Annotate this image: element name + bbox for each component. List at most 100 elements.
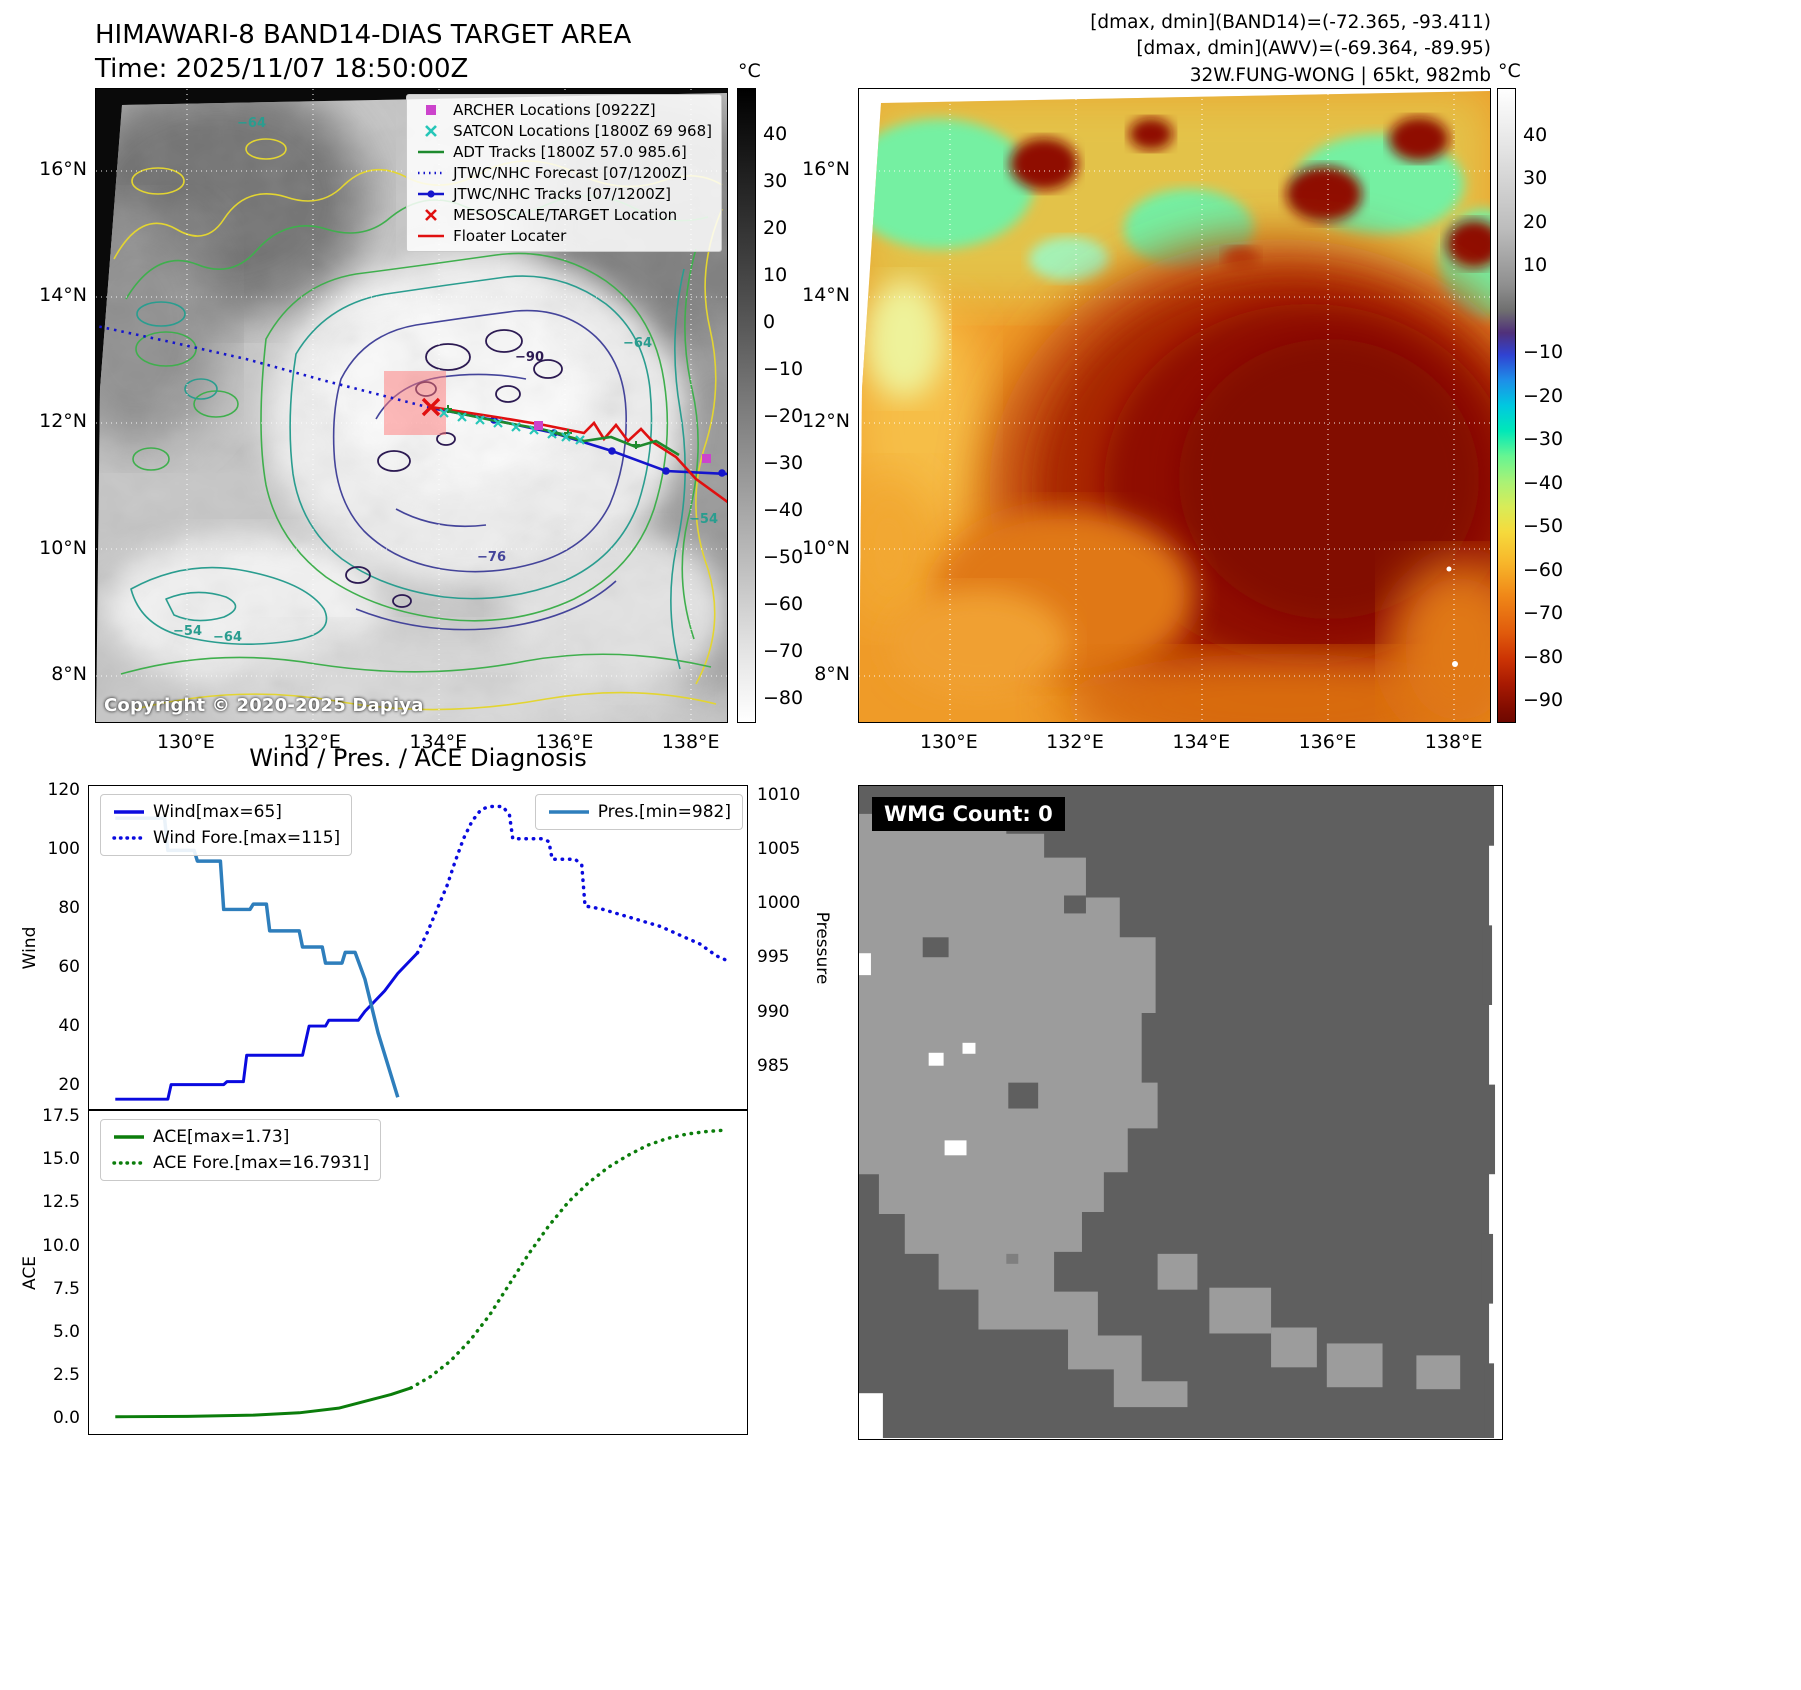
lat-tick-label: 14°N <box>39 284 87 307</box>
legend-item-label: ARCHER Locations [0922Z] <box>453 101 656 119</box>
chart-legend-label: ACE Fore.[max=16.7931] <box>153 1153 370 1173</box>
lon-tick-label: 132°E <box>283 731 341 753</box>
series-wind-max-65- <box>115 951 419 1101</box>
chart-legend-label: Wind Fore.[max=115] <box>153 828 341 848</box>
colorbar-tick-label: −90 <box>1523 689 1564 712</box>
series-ace-max-1-73- <box>115 1386 412 1419</box>
colorbar-tick-label: 40 <box>763 123 788 146</box>
storm-identity: 32W.FUNG-WONG | 65kt, 982mb <box>1189 64 1491 86</box>
y-axis-label-left: Wind <box>20 926 40 969</box>
colorbar-tick-label: −60 <box>1523 558 1564 581</box>
band14-legend: ARCHER Locations [0922Z] SATCON Locations… <box>406 94 722 252</box>
awv-header: [dmax, dmin](BAND14)=(-72.365, -93.411) … <box>900 10 1491 89</box>
contour-value-label: −76 <box>477 550 506 565</box>
y-axis-tick-label: 17.5 <box>42 1105 80 1126</box>
lon-tick-label: 136°E <box>1298 731 1357 753</box>
colorbar-tick-label: 20 <box>763 217 788 240</box>
contour-value-label: −64 <box>623 336 652 351</box>
floater-locater-line <box>430 405 727 504</box>
legend-item-label: SATCON Locations [1800Z 69 968] <box>453 122 712 140</box>
legend-marker-dotted <box>418 171 445 175</box>
contour-value-label: −64 <box>237 116 266 131</box>
y-axis-label-right: Pressure <box>812 911 832 984</box>
y-axis-tick-label: 7.5 <box>52 1278 80 1299</box>
band14-colorbar-unit: °C <box>738 60 761 82</box>
chart-legend-label: Pres.[min=982] <box>597 802 731 822</box>
colorbar-tick-label: −80 <box>763 687 804 710</box>
lon-tick-label: 138°E <box>1424 731 1483 753</box>
legend-line-sample <box>112 836 146 840</box>
colorbar-tick-label: 0 <box>763 311 776 334</box>
legend-item-label: MESOSCALE/TARGET Location <box>453 206 678 224</box>
wmg-grid-image <box>859 786 1501 1438</box>
lat-tick-label: 12°N <box>802 410 850 433</box>
colorbar-tick-label: 40 <box>1523 123 1548 146</box>
colorbar-tick-label: −60 <box>763 593 804 616</box>
band14-map: ARCHER Locations [0922Z] SATCON Locations… <box>95 88 728 723</box>
colorbar-tick-label: −50 <box>763 546 804 569</box>
band14-colorbar <box>737 88 756 723</box>
legend-marker-line <box>418 234 445 238</box>
lon-tick-label: 130°E <box>156 731 215 753</box>
y-axis-tick-label: 990 <box>757 1001 790 1022</box>
colorbar-tick-label: 10 <box>763 264 788 287</box>
chart-legend-item: Pres.[min=982] <box>547 802 731 822</box>
series-wind-fore-max-115- <box>415 804 732 964</box>
y-axis-tick-label: 995 <box>757 947 790 968</box>
y-axis-tick-label: 80 <box>58 898 80 919</box>
mesoscale-target-marker <box>421 397 441 417</box>
colorbar-tick-label: −40 <box>763 499 804 522</box>
chart-legend-item: Wind Fore.[max=115] <box>112 828 340 848</box>
chart-legend-item: ACE[max=1.73] <box>112 1127 369 1147</box>
contour-value-label: −54 <box>173 624 202 639</box>
colorbar-tick-label: −50 <box>1523 515 1564 538</box>
y-axis-tick-label: 15.0 <box>42 1149 80 1170</box>
storm-tracks <box>96 324 727 504</box>
y-axis-tick-label: 5.0 <box>52 1322 80 1342</box>
colorbar-tick-label: 20 <box>1523 210 1548 233</box>
legend-item: JTWC/NHC Forecast [07/1200Z] <box>416 164 712 182</box>
lon-tick-label: 136°E <box>535 731 594 753</box>
legend-item-label: JTWC/NHC Forecast [07/1200Z] <box>453 164 688 182</box>
lon-tick-label: 134°E <box>1172 731 1231 753</box>
chart-legend: ACE[max=1.73] ACE Fore.[max=16.7931] <box>100 1119 382 1181</box>
colorbar-tick-label: −40 <box>1523 471 1564 494</box>
chart-legend-label: Wind[max=65] <box>153 802 282 822</box>
wmg-panel <box>858 785 1503 1440</box>
y-axis-tick-label: 12.5 <box>42 1192 80 1213</box>
colorbar-tick-label: 30 <box>763 170 788 193</box>
dmax-dmin-band14: [dmax, dmin](BAND14)=(-72.365, -93.411) <box>1090 12 1491 33</box>
lat-tick-label: 12°N <box>39 410 87 433</box>
lon-tick-label: 132°E <box>1046 731 1104 753</box>
wmg-cloud-region <box>859 813 1188 1408</box>
colorbar-tick-label: −10 <box>763 358 804 381</box>
legend-item: ARCHER Locations [0922Z] <box>416 101 712 119</box>
y-axis-tick-label: 2.5 <box>52 1365 80 1386</box>
legend-item-label: Floater Locater <box>453 227 567 245</box>
lon-tick-label: 130°E <box>919 731 978 753</box>
y-axis-tick-label: 1010 <box>757 784 801 805</box>
lon-tick-label: 134°E <box>409 731 468 753</box>
diagnosis-chart-title: Wind / Pres. / ACE Diagnosis <box>249 744 587 772</box>
y-axis-tick-label: 10.0 <box>42 1235 80 1256</box>
y-axis-tick-label: 120 <box>47 779 80 800</box>
awv-map <box>858 88 1491 723</box>
lat-tick-label: 16°N <box>802 158 850 181</box>
legend-item: Floater Locater <box>416 227 712 245</box>
legend-item: MESOSCALE/TARGET Location <box>416 206 712 224</box>
lat-tick-label: 8°N <box>814 662 850 685</box>
legend-line-sample <box>548 810 589 814</box>
wind-pressure-chart <box>88 785 748 1110</box>
colorbar-tick-label: −20 <box>1523 384 1564 407</box>
y-axis-tick-label: 0.0 <box>52 1408 80 1429</box>
series-ace-fore-max-16-7931- <box>409 1128 729 1390</box>
archer-markers <box>534 421 711 463</box>
colorbar-tick-label: 10 <box>1523 254 1548 277</box>
legend-item-label: ADT Tracks [1800Z 57.0 985.6] <box>453 143 687 161</box>
colorbar-tick-label: −80 <box>1523 645 1564 668</box>
y-axis-label-left: ACE <box>20 1255 40 1290</box>
y-axis-tick-label: 60 <box>58 957 80 978</box>
graticule <box>859 89 1490 722</box>
chart-legend: Wind[max=65] Wind Fore.[max=115] <box>100 794 353 856</box>
